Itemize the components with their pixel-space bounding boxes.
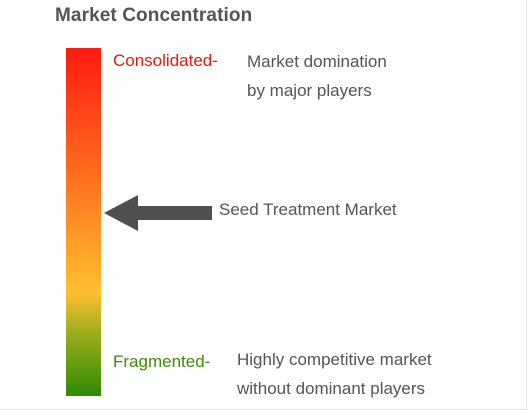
consolidated-description: Market domination by major players [247, 47, 387, 105]
arrow-left-icon [104, 195, 212, 231]
market-marker-label: Seed Treatment Market [219, 200, 397, 219]
concentration-gradient-bar [66, 48, 101, 396]
consolidated-description-line: Market domination [247, 52, 387, 71]
fragmented-description-line: without dominant players [237, 379, 426, 398]
diagram-title: Market Concentration [55, 5, 253, 26]
fragmented-label: Fragmented- [113, 352, 211, 371]
consolidated-description-line: by major players [247, 81, 372, 100]
consolidated-label: Consolidated- [113, 51, 218, 70]
fragmented-description: Highly competitive market without domina… [237, 345, 432, 403]
fragmented-description-line: Highly competitive market [237, 350, 432, 369]
